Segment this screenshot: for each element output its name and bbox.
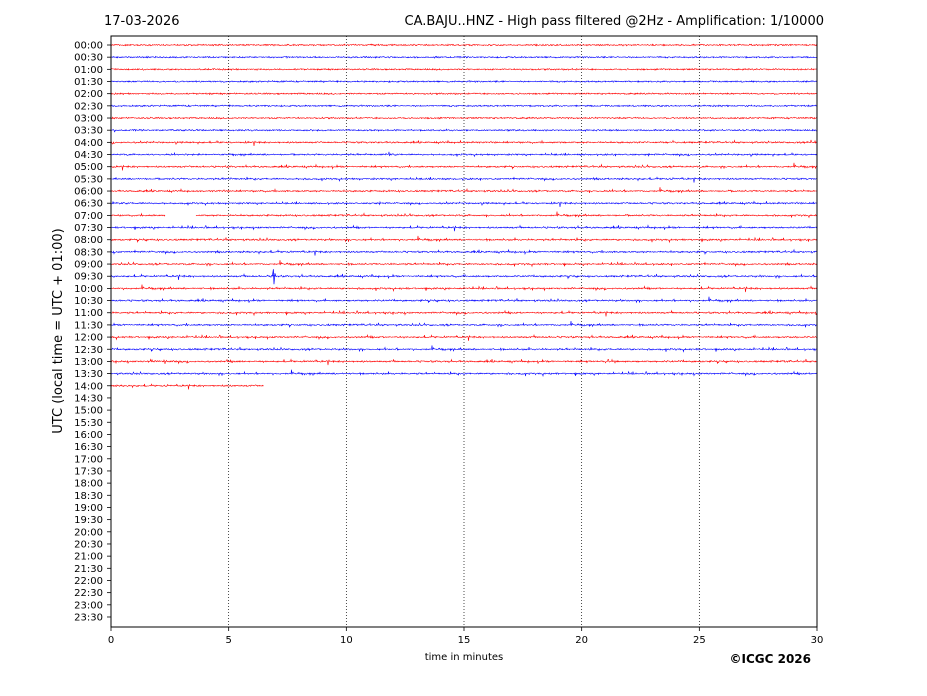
trace-0800 [110,235,818,244]
x-tick-label: 25 [693,635,706,646]
y-tick-label: 13:00 [74,357,103,368]
y-tick-label: 21:30 [74,564,103,575]
y-tick-label: 10:30 [74,296,103,307]
trace-spike [272,269,277,285]
y-tick-label: 09:30 [74,272,103,283]
chart-title: CA.BAJU..HNZ - High pass filtered @2Hz -… [405,14,825,29]
y-tick-label: 22:00 [74,576,103,587]
y-tick-label: 16:30 [74,442,103,453]
x-axis-label: time in minutes [425,652,504,663]
x-axis-ticks: 0 5 10 15 20 25 30 [108,627,824,646]
x-tick-label: 30 [811,635,824,646]
plot-frame [110,35,818,628]
y-tick-label: 04:30 [74,150,103,161]
y-tick-label: 01:30 [74,77,103,88]
y-tick-label: 20:00 [74,527,103,538]
y-tick-label: 20:30 [74,539,103,550]
y-tick-label: 18:30 [74,491,103,502]
y-tick-label: 21:00 [74,552,103,563]
y-tick-label: 19:30 [74,515,103,526]
y-tick-label: 03:30 [74,126,103,137]
trace-0630 [110,200,818,207]
date-label: 17-03-2026 [104,14,180,29]
y-tick-label: 15:30 [74,418,103,429]
y-tick-label: 16:00 [74,430,103,441]
y-tick-label: 00:30 [74,53,103,64]
y-tick-label: 22:30 [74,588,103,599]
y-tick-label: 02:00 [74,89,103,100]
trace-0700 [110,211,818,219]
y-tick-label: 12:30 [74,345,103,356]
y-tick-label: 07:00 [74,211,103,222]
x-tick-label: 10 [340,635,353,646]
y-tick-label: 11:30 [74,320,103,331]
y-tick-label: 08:30 [74,247,103,258]
y-tick-label: 10:00 [74,284,103,295]
y-tick-label: 07:30 [74,223,103,234]
y-tick-label: 09:00 [74,260,103,271]
y-tick-label: 02:30 [74,101,103,112]
x-tick-label: 20 [575,635,588,646]
y-tick-label: 18:00 [74,479,103,490]
trace-1330 [110,369,818,378]
y-tick-label: 13:30 [74,369,103,380]
y-tick-label: 11:00 [74,308,103,319]
y-tick-label: 23:00 [74,600,103,611]
y-tick-label: 08:00 [74,235,103,246]
y-tick-label: 14:00 [74,381,103,392]
y-tick-label: 15:00 [74,406,103,417]
y-axis-label: UTC (local time = UTC + 01:00) [51,228,66,433]
y-tick-label: 04:00 [74,138,103,149]
gridline-group [228,36,700,627]
trace-0400 [110,139,817,147]
y-tick-label: 06:30 [74,199,103,210]
trace-0000 [110,43,818,47]
y-tick-label: 23:30 [74,612,103,623]
y-tick-label: 17:00 [74,454,103,465]
y-tick-label: 03:00 [74,114,103,125]
trace-0330 [110,128,818,133]
y-tick-label: 17:30 [74,466,103,477]
y-tick-label: 00:00 [74,41,103,52]
trace-1400 [110,383,264,390]
trace-0530 [110,176,817,183]
trace-1300 [110,358,818,366]
trace-0600 [110,187,818,194]
x-tick-label: 0 [108,635,114,646]
y-tick-label: 12:00 [74,333,103,344]
x-tick-label: 5 [225,635,231,646]
trace-0500 [110,162,818,171]
copyright-credit: ©ICGC 2026 [729,652,811,666]
y-tick-label: 19:00 [74,503,103,514]
y-tick-label: 05:00 [74,162,103,173]
y-tick-label: 05:30 [74,174,103,185]
y-tick-label: 01:00 [74,65,103,76]
y-tick-label: 06:00 [74,187,103,198]
x-tick-label: 15 [458,635,471,646]
y-tick-label: 14:30 [74,393,103,404]
trace-1230 [110,345,818,353]
trace-0430 [110,151,818,158]
